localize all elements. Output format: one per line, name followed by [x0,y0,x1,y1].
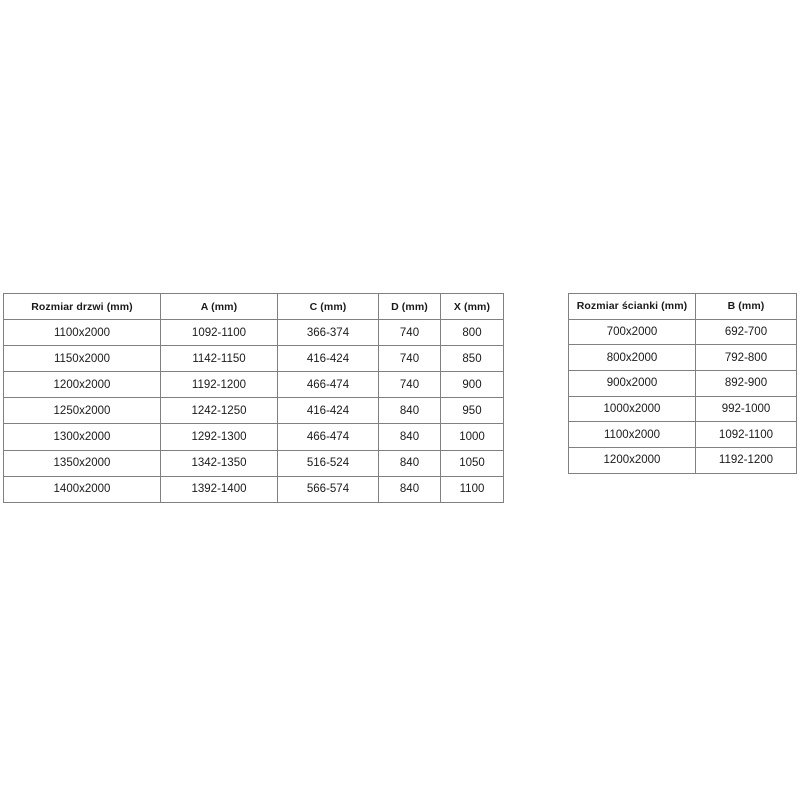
cell-a: 1242-1250 [160,397,278,425]
table-row: 1300x2000 1292-1300 466-474 840 1000 [3,423,504,451]
cell-d: 840 [378,397,441,425]
table-row: 900x2000 892-900 [568,370,797,397]
cell-x: 1050 [440,449,504,477]
cell-c: 366-374 [277,319,379,347]
cell-b: 1092-1100 [695,421,797,449]
cell-wall-size: 900x2000 [568,370,696,397]
cell-a: 1392-1400 [160,475,278,503]
cell-b: 692-700 [695,318,797,346]
cell-x: 900 [440,371,504,399]
cell-d: 740 [378,371,441,399]
cell-a: 1192-1200 [160,371,278,399]
cell-c: 566-574 [277,475,379,503]
cell-d: 840 [378,449,441,477]
table-row: 1200x2000 1192-1200 466-474 740 900 [3,371,504,399]
cell-wall-size: 1200x2000 [568,447,696,474]
cell-a: 1292-1300 [160,423,278,451]
cell-x: 800 [440,319,504,347]
cell-d: 740 [378,345,441,373]
doors-table-header: Rozmiar drzwi (mm) A (mm) C (mm) D (mm) … [3,292,504,321]
cell-c: 416-424 [277,397,379,425]
cell-door-size: 1250x2000 [3,397,161,425]
table-header-row: Rozmiar ścianki (mm) B (mm) [568,293,797,320]
cell-door-size: 1100x2000 [3,319,161,347]
doors-dimensions-table: Rozmiar drzwi (mm) A (mm) C (mm) D (mm) … [3,292,504,503]
cell-x: 950 [440,397,504,425]
cell-d: 840 [378,423,441,451]
table-row: 1100x2000 1092-1100 [568,421,797,449]
table-row: 1250x2000 1242-1250 416-424 840 950 [3,397,504,425]
table-row: 700x2000 692-700 [568,318,797,346]
cell-a: 1342-1350 [160,449,278,477]
cell-d: 740 [378,319,441,347]
wall-panel-dimensions-table: Rozmiar ścianki (mm) B (mm) 700x2000 692… [568,293,797,474]
cell-door-size: 1150x2000 [3,345,161,373]
column-header-door-size: Rozmiar drzwi (mm) [3,292,161,321]
doors-table-body: 1100x2000 1092-1100 366-374 740 800 1150… [3,319,504,503]
column-header-wall-size: Rozmiar ścianki (mm) [568,293,696,320]
table-row: 1000x2000 992-1000 [568,395,797,423]
cell-x: 1100 [440,475,504,503]
cell-b: 892-900 [695,370,797,397]
cell-c: 466-474 [277,423,379,451]
cell-c: 466-474 [277,371,379,399]
cell-b: 992-1000 [695,395,797,423]
cell-door-size: 1400x2000 [3,475,161,503]
cell-x: 1000 [440,423,504,451]
table-row: 1350x2000 1342-1350 516-524 840 1050 [3,449,504,477]
table-row: 1400x2000 1392-1400 566-574 840 1100 [3,475,504,503]
column-header-x: X (mm) [440,292,504,321]
table-row: 1150x2000 1142-1150 416-424 740 850 [3,345,504,373]
cell-a: 1092-1100 [160,319,278,347]
column-header-c: C (mm) [277,292,379,321]
cell-door-size: 1200x2000 [3,371,161,399]
wall-table-body: 700x2000 692-700 800x2000 792-800 900x20… [568,318,797,474]
column-header-b: B (mm) [695,293,797,320]
cell-a: 1142-1150 [160,345,278,373]
cell-b: 1192-1200 [695,447,797,474]
column-header-a: A (mm) [160,292,278,321]
cell-x: 850 [440,345,504,373]
table-row: 1200x2000 1192-1200 [568,447,797,474]
cell-wall-size: 1100x2000 [568,421,696,449]
table-row: 1100x2000 1092-1100 366-374 740 800 [3,319,504,347]
cell-door-size: 1300x2000 [3,423,161,451]
table-header-row: Rozmiar drzwi (mm) A (mm) C (mm) D (mm) … [3,292,504,321]
wall-table-header: Rozmiar ścianki (mm) B (mm) [568,293,797,320]
column-header-d: D (mm) [378,292,441,321]
cell-wall-size: 800x2000 [568,344,696,372]
cell-door-size: 1350x2000 [3,449,161,477]
cell-c: 516-524 [277,449,379,477]
cell-wall-size: 1000x2000 [568,395,696,423]
cell-d: 840 [378,475,441,503]
cell-c: 416-424 [277,345,379,373]
cell-wall-size: 700x2000 [568,318,696,346]
cell-b: 792-800 [695,344,797,372]
table-row: 800x2000 792-800 [568,344,797,372]
